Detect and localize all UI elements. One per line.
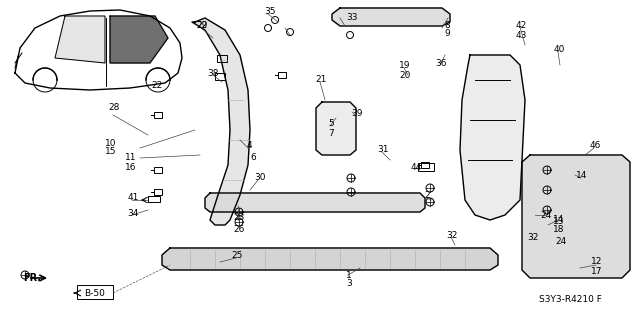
Text: 32: 32 — [527, 233, 539, 241]
Text: 8: 8 — [444, 21, 450, 31]
Text: 33: 33 — [346, 12, 358, 21]
Polygon shape — [460, 55, 525, 220]
Bar — [154, 112, 162, 118]
Polygon shape — [332, 8, 450, 26]
Text: 14: 14 — [554, 216, 564, 225]
Text: 40: 40 — [554, 46, 564, 55]
Bar — [217, 55, 227, 62]
Text: 13: 13 — [553, 217, 564, 226]
Text: 11: 11 — [125, 153, 137, 162]
Polygon shape — [192, 18, 250, 225]
Text: 12: 12 — [591, 257, 603, 266]
Text: 25: 25 — [231, 250, 243, 259]
Polygon shape — [55, 16, 105, 63]
Text: 7: 7 — [328, 129, 334, 137]
Bar — [154, 167, 162, 173]
Polygon shape — [522, 155, 630, 278]
Polygon shape — [162, 248, 498, 270]
Text: 22: 22 — [196, 21, 207, 31]
Text: 26: 26 — [234, 226, 244, 234]
Text: 38: 38 — [207, 69, 219, 78]
Text: 32: 32 — [446, 231, 458, 240]
Text: 31: 31 — [377, 145, 388, 154]
Text: 1: 1 — [346, 271, 352, 279]
Text: 34: 34 — [127, 209, 139, 218]
Text: 29: 29 — [196, 21, 208, 31]
Text: 2: 2 — [424, 191, 430, 201]
Text: 42: 42 — [515, 20, 527, 29]
Text: 22: 22 — [152, 81, 163, 91]
Text: 46: 46 — [589, 140, 601, 150]
Text: 44: 44 — [410, 162, 422, 172]
Text: FR.: FR. — [23, 273, 41, 283]
Text: 35: 35 — [264, 6, 276, 16]
Text: 21: 21 — [316, 75, 326, 84]
Text: 41: 41 — [127, 194, 139, 203]
Polygon shape — [316, 102, 356, 155]
Text: 4: 4 — [246, 142, 252, 151]
Bar — [77, 285, 113, 299]
Bar — [278, 72, 286, 78]
Polygon shape — [205, 193, 425, 212]
Text: 19: 19 — [399, 62, 411, 70]
Text: 15: 15 — [105, 147, 116, 157]
Text: 14: 14 — [576, 170, 588, 180]
Text: 36: 36 — [435, 60, 447, 69]
Text: 17: 17 — [591, 266, 603, 276]
Bar — [215, 73, 225, 80]
Text: 23: 23 — [234, 213, 244, 222]
Text: 24: 24 — [540, 211, 552, 219]
Text: 6: 6 — [250, 152, 256, 161]
Text: 3: 3 — [346, 279, 352, 288]
Text: 24: 24 — [556, 238, 566, 247]
Text: B-50: B-50 — [84, 288, 106, 298]
Text: S3Y3-R4210 F: S3Y3-R4210 F — [539, 295, 602, 305]
Text: 20: 20 — [399, 70, 411, 79]
Bar — [421, 162, 429, 168]
Text: 9: 9 — [444, 29, 450, 39]
Bar — [148, 196, 160, 202]
Text: 5: 5 — [328, 120, 334, 129]
Polygon shape — [110, 16, 168, 63]
Text: 43: 43 — [515, 31, 527, 40]
Bar — [418, 163, 434, 171]
Text: 18: 18 — [553, 225, 564, 234]
Text: 39: 39 — [351, 108, 363, 117]
Text: 16: 16 — [125, 162, 137, 172]
Bar — [154, 189, 162, 195]
Text: 10: 10 — [105, 138, 116, 147]
Text: 28: 28 — [108, 103, 120, 113]
Text: 30: 30 — [254, 174, 266, 182]
